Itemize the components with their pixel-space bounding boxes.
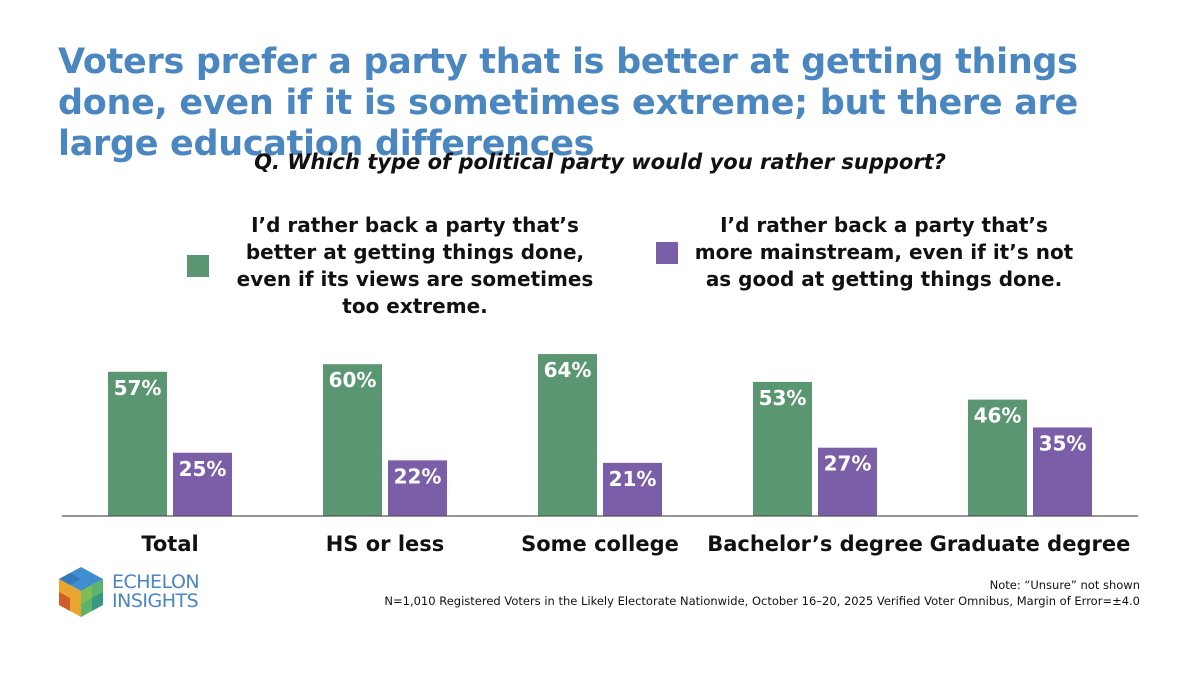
logo-text-line1: ECHELON [112,571,200,593]
bar-value-label: 22% [394,464,442,488]
footnote: Note: “Unsure” not shown N=1,010 Registe… [384,577,1140,609]
bar-mainstream-0 [173,452,232,516]
bar-value-label: 25% [179,457,227,481]
bar-value-label: 21% [609,467,657,491]
survey-question: Q. Which type of political party would y… [254,150,946,174]
bar-mainstream-2 [603,462,662,516]
bar-value-label: 57% [114,376,162,400]
bar-value-label: 53% [759,386,807,410]
category-label: Some college [521,532,679,556]
note-unsure: Note: “Unsure” not shown [989,578,1140,592]
category-label: HS or less [326,532,445,556]
bar-get-things-done-4 [968,399,1027,516]
legend-swatch-purple [656,241,678,264]
bar-mainstream-1 [388,460,447,516]
category-label: Total [141,532,198,556]
bar-mainstream-3 [818,447,877,516]
bar-get-things-done-0 [108,371,167,516]
bar-value-label: 35% [1039,431,1087,455]
bar-value-label: 46% [974,404,1022,428]
legend-label-get-things-done: I’d rather back a party that’s better at… [236,213,594,318]
legend-item-get-things-done: I’d rather back a party that’s better at… [187,212,605,320]
echelon-insights-logo: ECHELON INSIGHTS [56,565,200,619]
legend-swatch-green [187,255,209,277]
legend-item-mainstream: I’d rather back a party that’s more main… [656,212,1074,293]
bar-value-label: 64% [544,358,592,382]
chart-title: Voters prefer a party that is better at … [58,42,1078,164]
bar-chart: 57% 25% Total 60% 22% HS or less 64% 21% Some co… [62,354,1138,556]
bar-value-label: 60% [329,368,377,392]
bar-mainstream-4 [1033,427,1092,516]
source-line: N=1,010 Registered Voters in the Likely … [384,594,1140,608]
bar-get-things-done-3 [753,381,812,516]
bar-get-things-done-1 [323,364,382,516]
legend-label-mainstream: I’d rather back a party that’s more main… [694,213,1074,291]
category-label: Bachelor’s degree [707,532,923,556]
logo-text-line2: INSIGHTS [112,590,199,612]
bar-value-label: 27% [824,452,872,476]
category-label: Graduate degree [930,532,1131,556]
cube-logo-icon [59,567,103,617]
bar-get-things-done-2 [538,354,597,516]
